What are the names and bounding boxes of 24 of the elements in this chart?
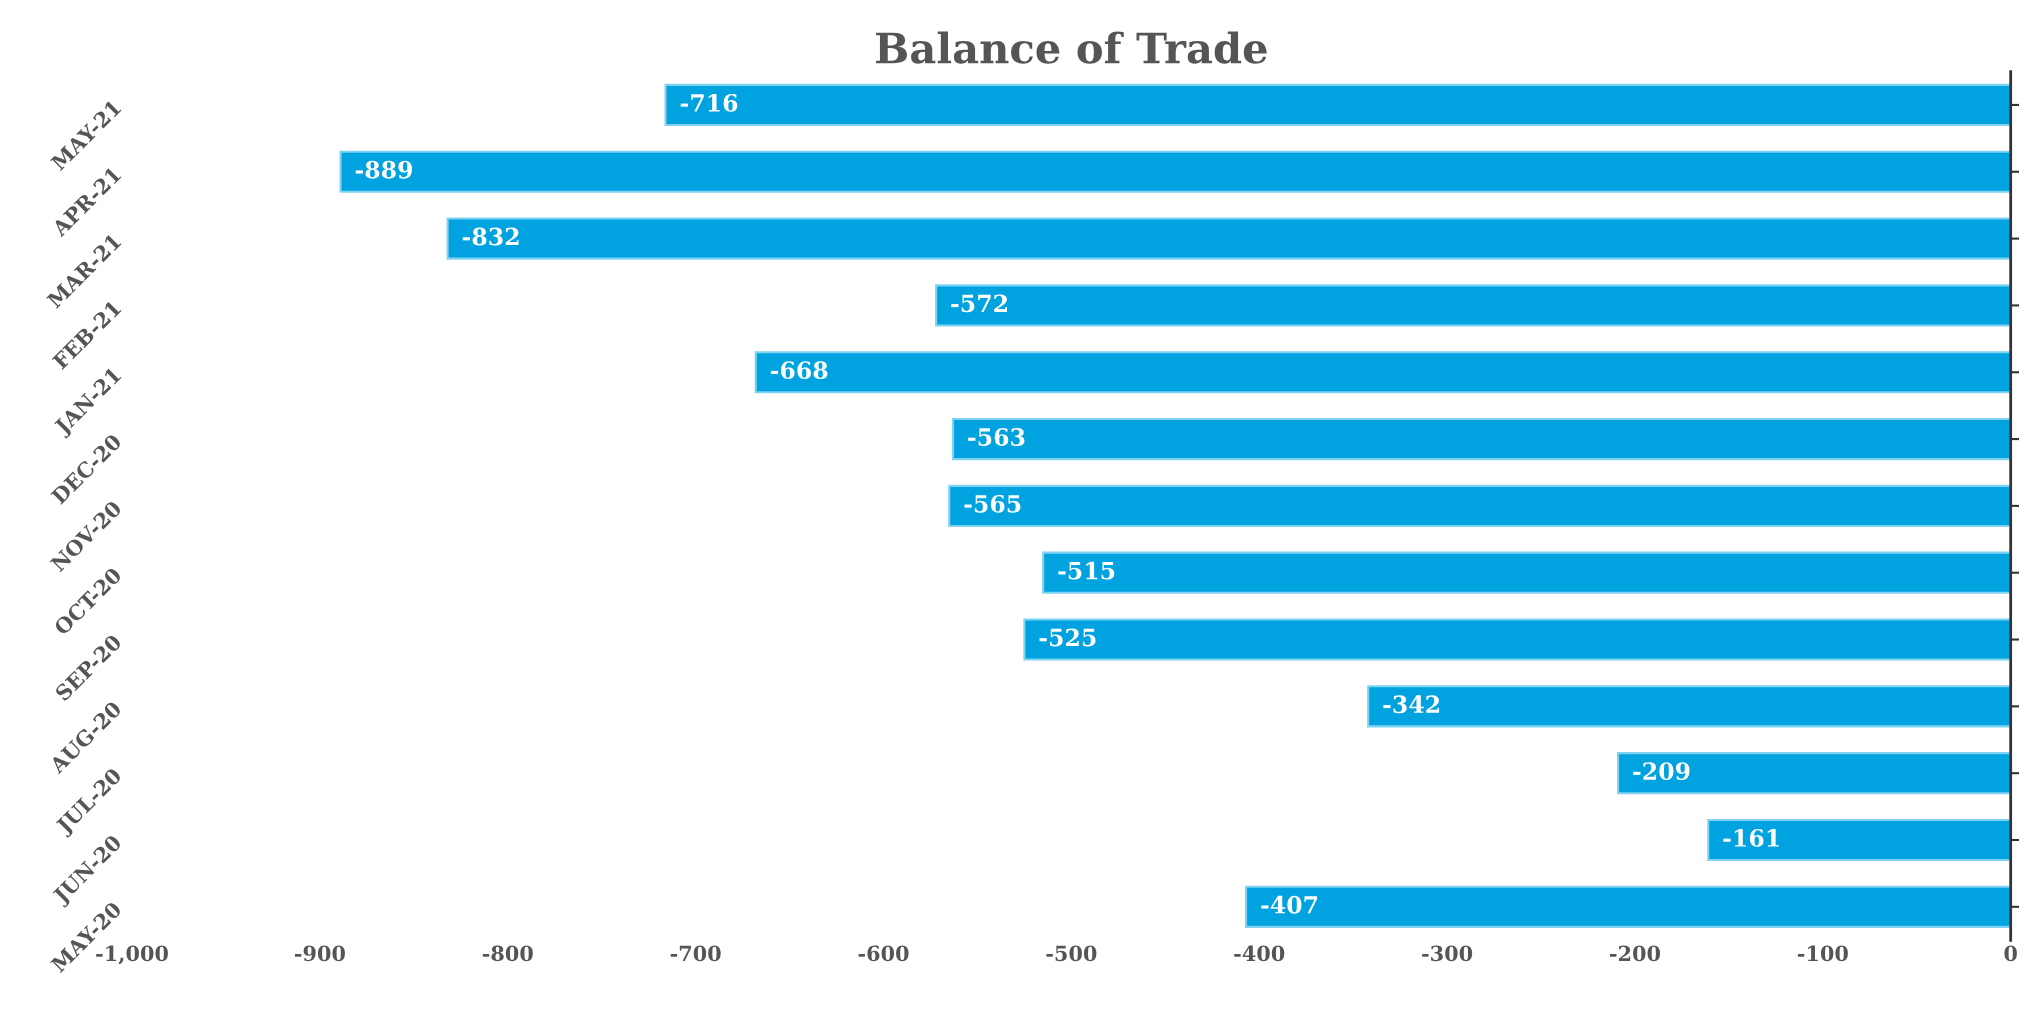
data-label: -161 [1723, 829, 1779, 847]
chart-title: Balance of Trade [876, 31, 1267, 64]
data-label: -342 [1383, 695, 1440, 714]
data-label: -525 [1039, 628, 1096, 647]
x-tick-label: 0 [2004, 945, 2017, 962]
data-label: -407 [1261, 895, 1318, 914]
data-label: -832 [462, 227, 519, 246]
data-label: -889 [355, 160, 413, 179]
data-label: -668 [770, 361, 828, 380]
x-tick-label: -100 [1797, 945, 1848, 962]
x-tick-label: -300 [1422, 945, 1473, 962]
data-label: -572 [951, 294, 1007, 313]
data-label: -563 [968, 428, 1025, 446]
x-tick-label: -500 [1046, 945, 1097, 962]
x-tick-label: -600 [858, 945, 909, 962]
x-tick-label: -800 [482, 945, 533, 962]
data-label: -515 [1058, 561, 1115, 580]
x-tick-label: -700 [670, 945, 721, 962]
data-label: -716 [680, 93, 738, 112]
x-tick-label: -900 [294, 945, 345, 962]
x-tick-label: -200 [1610, 945, 1661, 962]
x-tick-label: -400 [1234, 945, 1285, 962]
data-label: -209 [1633, 762, 1690, 781]
data-label: -565 [964, 494, 1021, 513]
